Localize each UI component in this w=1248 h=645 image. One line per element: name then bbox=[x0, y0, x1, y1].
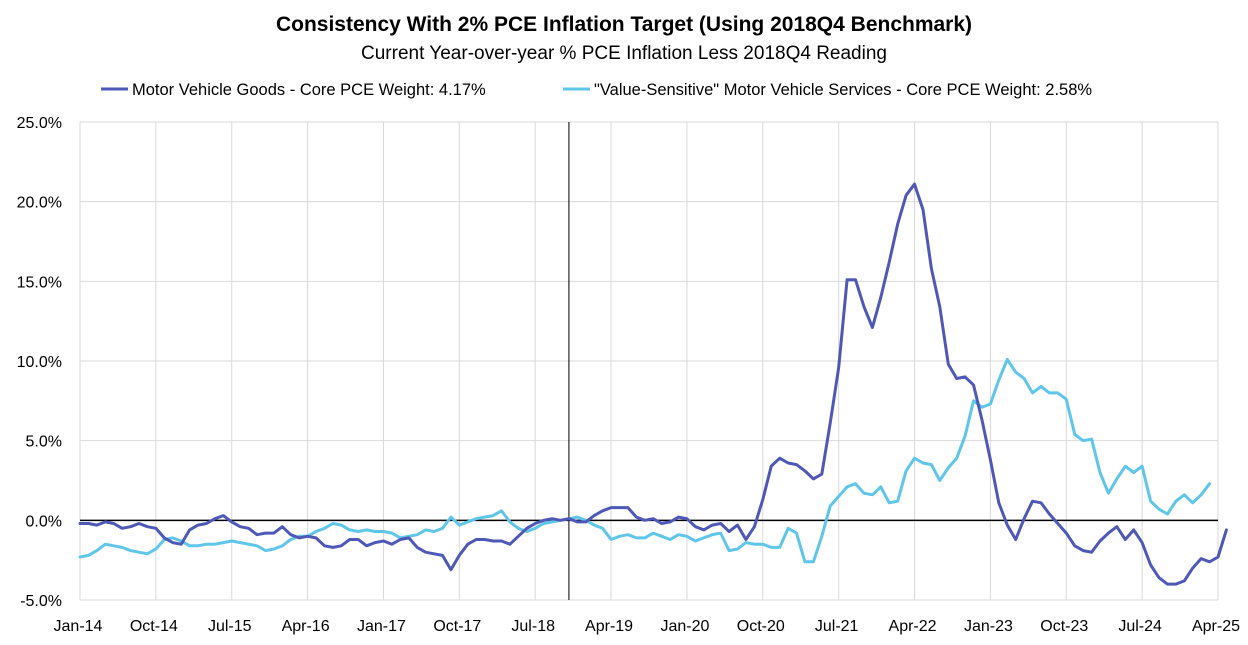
series-lines bbox=[78, 182, 1228, 586]
x-tick-label: Jan-20 bbox=[660, 618, 709, 635]
x-tick-label: Apr-16 bbox=[282, 618, 330, 635]
y-tick-label: 20.0% bbox=[17, 195, 62, 212]
x-tick-label: Jan-23 bbox=[964, 618, 1013, 635]
y-tick-label: 25.0% bbox=[17, 115, 62, 132]
x-tick-label: Apr-19 bbox=[585, 618, 633, 635]
x-tick-label: Jan-14 bbox=[54, 618, 103, 635]
x-tick-label: Jul-24 bbox=[1118, 618, 1162, 635]
x-tick-label: Jul-18 bbox=[511, 618, 555, 635]
x-tick-label: Jan-17 bbox=[357, 618, 406, 635]
x-tick-label: Apr-22 bbox=[889, 618, 937, 635]
x-tick-label: Oct-20 bbox=[737, 618, 785, 635]
chart-subtitle: Current Year-over-year % PCE Inflation L… bbox=[361, 43, 887, 64]
x-tick-label: Jul-15 bbox=[208, 618, 252, 635]
plot-area: 25.0% 20.0% 15.0% 10.0% 5.0% 0.0% -5.0% Jan-14… bbox=[17, 115, 1240, 635]
x-tick-label: Oct-14 bbox=[130, 618, 178, 635]
series-line-motor-vehicle-services bbox=[78, 357, 1212, 564]
legend-label-motor-vehicle-services: "Value-Sensitive" Motor Vehicle Services… bbox=[594, 81, 1092, 99]
y-axis: 25.0% 20.0% 15.0% 10.0% 5.0% 0.0% -5.0% bbox=[17, 115, 62, 610]
legend: Motor Vehicle Goods - Core PCE Weight: 4… bbox=[101, 81, 1092, 99]
y-tick-label: 10.0% bbox=[17, 354, 62, 371]
y-tick-label: -5.0% bbox=[20, 593, 62, 610]
x-tick-label: Apr-25 bbox=[1192, 618, 1240, 635]
x-tick-label: Oct-17 bbox=[433, 618, 481, 635]
legend-label-motor-vehicle-goods: Motor Vehicle Goods - Core PCE Weight: 4… bbox=[132, 81, 486, 99]
series-line-motor-vehicle-goods bbox=[78, 182, 1228, 586]
y-tick-label: 0.0% bbox=[26, 513, 62, 530]
x-tick-label: Jul-21 bbox=[815, 618, 859, 635]
y-tick-label: 5.0% bbox=[26, 434, 62, 451]
x-axis: Jan-14 Oct-14 Jul-15 Apr-16 Jan-17 Oct-17 Jul-… bbox=[54, 618, 1241, 635]
x-tick-label: Oct-23 bbox=[1040, 618, 1088, 635]
chart-title: Consistency With 2% PCE Inflation Target… bbox=[276, 13, 972, 36]
y-tick-label: 15.0% bbox=[17, 274, 62, 291]
